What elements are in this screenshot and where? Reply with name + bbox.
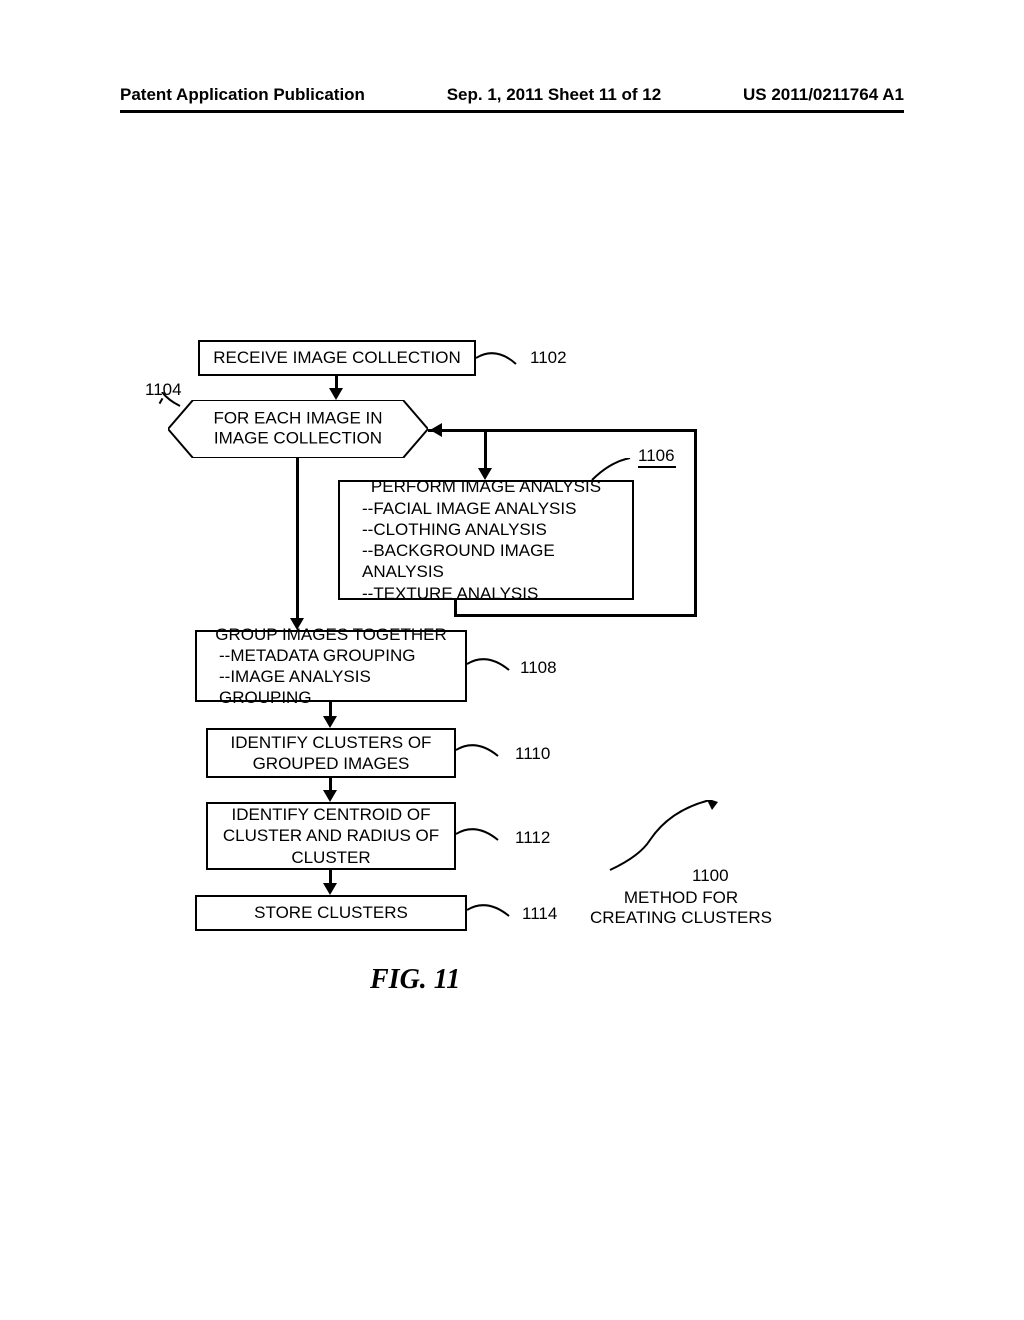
box-1112-text: IDENTIFY CENTROID OF CLUSTER AND RADIUS … bbox=[223, 804, 439, 868]
box-1114-text: STORE CLUSTERS bbox=[254, 902, 408, 923]
box-perform-image-analysis: PERFORM IMAGE ANALYSIS --FACIAL IMAGE AN… bbox=[338, 480, 634, 600]
box-store-clusters: STORE CLUSTERS bbox=[195, 895, 467, 931]
hex-1104-text: FOR EACH IMAGE IN IMAGE COLLECTION bbox=[213, 409, 382, 448]
arrow-hex-right-v bbox=[484, 429, 487, 470]
ref-1106: 1106 bbox=[638, 446, 675, 466]
box-1106-title: PERFORM IMAGE ANALYSIS bbox=[350, 476, 622, 497]
box-receive-image-collection: RECEIVE IMAGE COLLECTION bbox=[198, 340, 476, 376]
leader-1112 bbox=[456, 822, 511, 852]
header-left: Patent Application Publication bbox=[120, 85, 365, 105]
arrow-1112-1114-head bbox=[323, 883, 337, 895]
header-rule bbox=[120, 110, 904, 113]
loopback-v2 bbox=[694, 429, 697, 617]
hex-1104-label: FOR EACH IMAGE IN IMAGE COLLECTION bbox=[168, 409, 428, 450]
ref-1114: 1114 bbox=[522, 904, 557, 924]
method-label: METHOD FOR CREATING CLUSTERS bbox=[590, 888, 772, 928]
arrow-1102-1104-head bbox=[329, 388, 343, 400]
patent-header: Patent Application Publication Sep. 1, 2… bbox=[120, 85, 904, 105]
arrow-1108-1110-head bbox=[323, 716, 337, 728]
box-1106-line-3: --TEXTURE ANALYSIS bbox=[350, 583, 622, 604]
box-1102-text: RECEIVE IMAGE COLLECTION bbox=[213, 347, 461, 368]
box-1106-line-1: --CLOTHING ANALYSIS bbox=[350, 519, 622, 540]
leader-1110 bbox=[456, 738, 511, 768]
box-1110-text: IDENTIFY CLUSTERS OF GROUPED IMAGES bbox=[231, 732, 432, 775]
box-1108-title: GROUP IMAGES TOGETHER bbox=[207, 624, 455, 645]
header-right: US 2011/0211764 A1 bbox=[743, 85, 904, 105]
arrow-1110-1112-head bbox=[323, 790, 337, 802]
loopback-h2 bbox=[442, 429, 697, 432]
ref-1108: 1108 bbox=[520, 658, 557, 678]
leader-1102 bbox=[476, 346, 536, 376]
leader-1106 bbox=[590, 458, 640, 488]
box-1106-line-0: --FACIAL IMAGE ANALYSIS bbox=[350, 498, 622, 519]
ref-1110: 1110 bbox=[515, 744, 550, 764]
ref-1100: 1100 bbox=[692, 866, 729, 886]
ref-1106-underline bbox=[638, 466, 676, 468]
box-group-images: GROUP IMAGES TOGETHER --METADATA GROUPIN… bbox=[195, 630, 467, 702]
figure-caption: FIG. 11 bbox=[370, 964, 460, 996]
leader-1108 bbox=[467, 652, 522, 682]
leader-1114 bbox=[467, 898, 522, 928]
loopback-h1 bbox=[454, 614, 696, 617]
box-1106-line-2: --BACKGROUND IMAGE ANALYSIS bbox=[350, 540, 622, 583]
ref-1112: 1112 bbox=[515, 828, 550, 848]
arrow-hex-1108-line bbox=[296, 458, 299, 620]
hex-for-each-image: FOR EACH IMAGE IN IMAGE COLLECTION bbox=[168, 400, 428, 458]
header-center: Sep. 1, 2011 Sheet 11 of 12 bbox=[447, 85, 662, 105]
ref-1102: 1102 bbox=[530, 348, 567, 368]
box-identify-clusters: IDENTIFY CLUSTERS OF GROUPED IMAGES bbox=[206, 728, 456, 778]
box-1108-line-0: --METADATA GROUPING bbox=[207, 645, 455, 666]
box-identify-centroid: IDENTIFY CENTROID OF CLUSTER AND RADIUS … bbox=[206, 802, 456, 870]
leader-1104 bbox=[158, 392, 188, 412]
loopback-head bbox=[430, 423, 442, 437]
